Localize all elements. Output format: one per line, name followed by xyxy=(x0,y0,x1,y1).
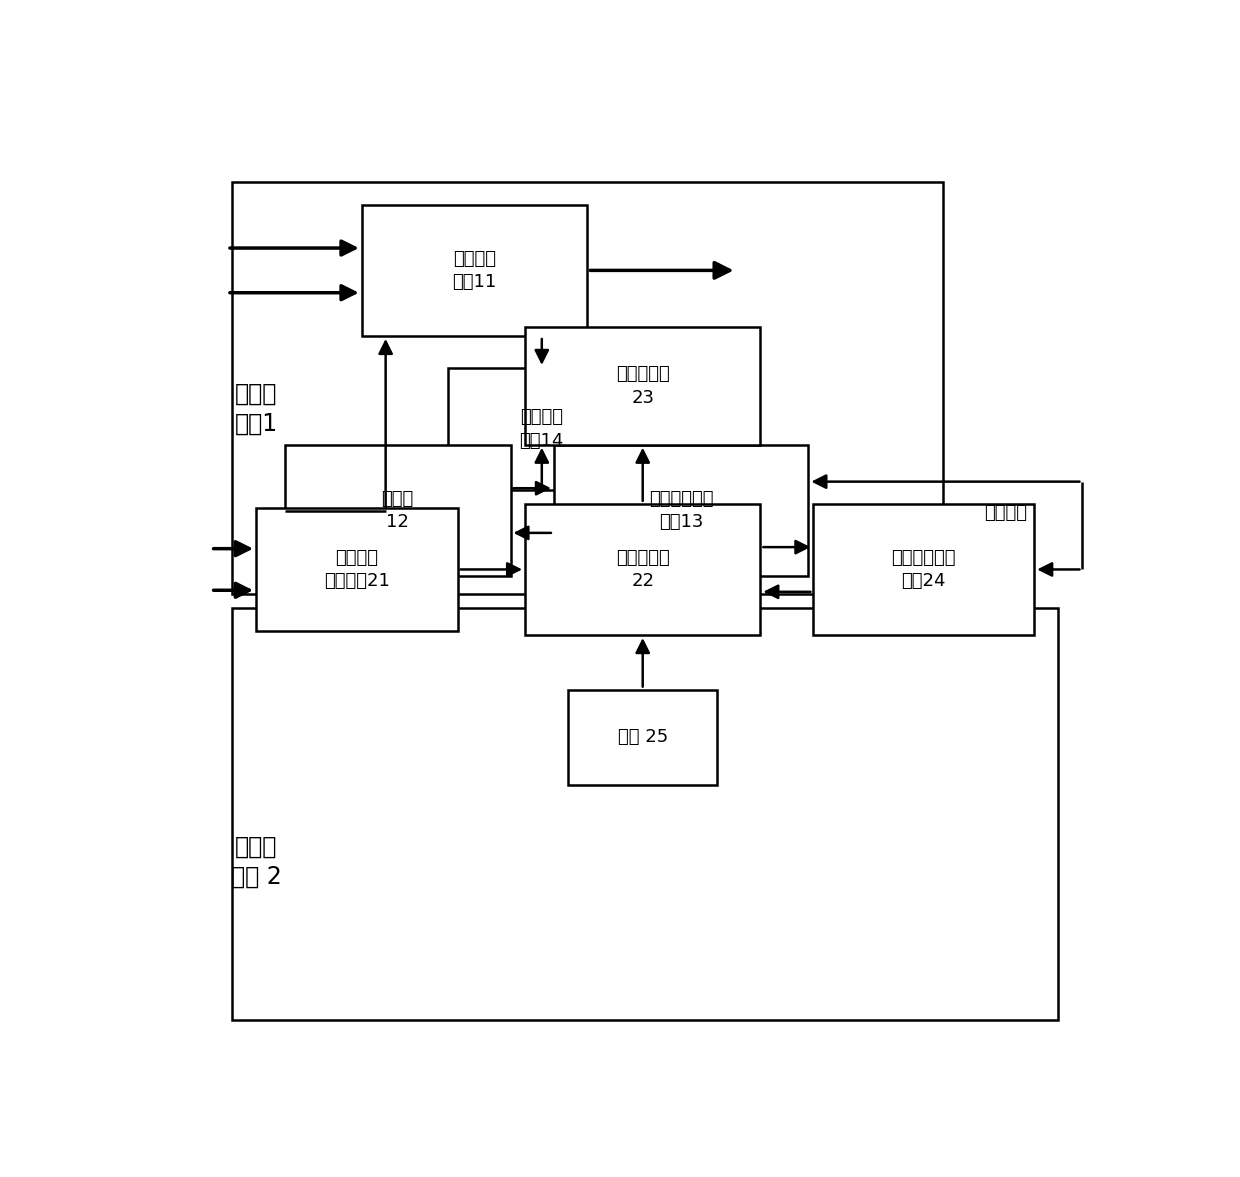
Text: 二次侧
装置 2: 二次侧 装置 2 xyxy=(231,834,281,889)
Bar xyxy=(255,508,458,631)
Text: 无线通信: 无线通信 xyxy=(985,504,1027,521)
Bar xyxy=(232,609,1059,1020)
Text: 第二无线通讯
模块24: 第二无线通讯 模块24 xyxy=(892,548,956,590)
Text: 信息处理器
22: 信息处理器 22 xyxy=(616,548,670,590)
Text: 电压发生
电路11: 电压发生 电路11 xyxy=(453,250,497,291)
Text: 一次侧
装置1: 一次侧 装置1 xyxy=(234,381,278,435)
Bar xyxy=(232,182,942,594)
Text: 键盘 25: 键盘 25 xyxy=(618,729,668,746)
Bar xyxy=(448,367,635,490)
Text: 第一无线通讯
模块13: 第一无线通讯 模块13 xyxy=(649,490,713,531)
Bar xyxy=(568,690,717,785)
Text: 液晶显示器
23: 液晶显示器 23 xyxy=(616,365,670,407)
Bar xyxy=(525,504,760,636)
Bar xyxy=(525,327,760,445)
Bar xyxy=(362,205,588,337)
Text: 信号调理
电路14: 信号调理 电路14 xyxy=(520,408,564,450)
Bar xyxy=(285,445,511,577)
Bar xyxy=(813,504,1034,636)
Text: 控制器
12: 控制器 12 xyxy=(382,490,414,531)
Text: 电压采集
变换电路21: 电压采集 变换电路21 xyxy=(324,548,389,590)
Bar xyxy=(554,445,808,577)
